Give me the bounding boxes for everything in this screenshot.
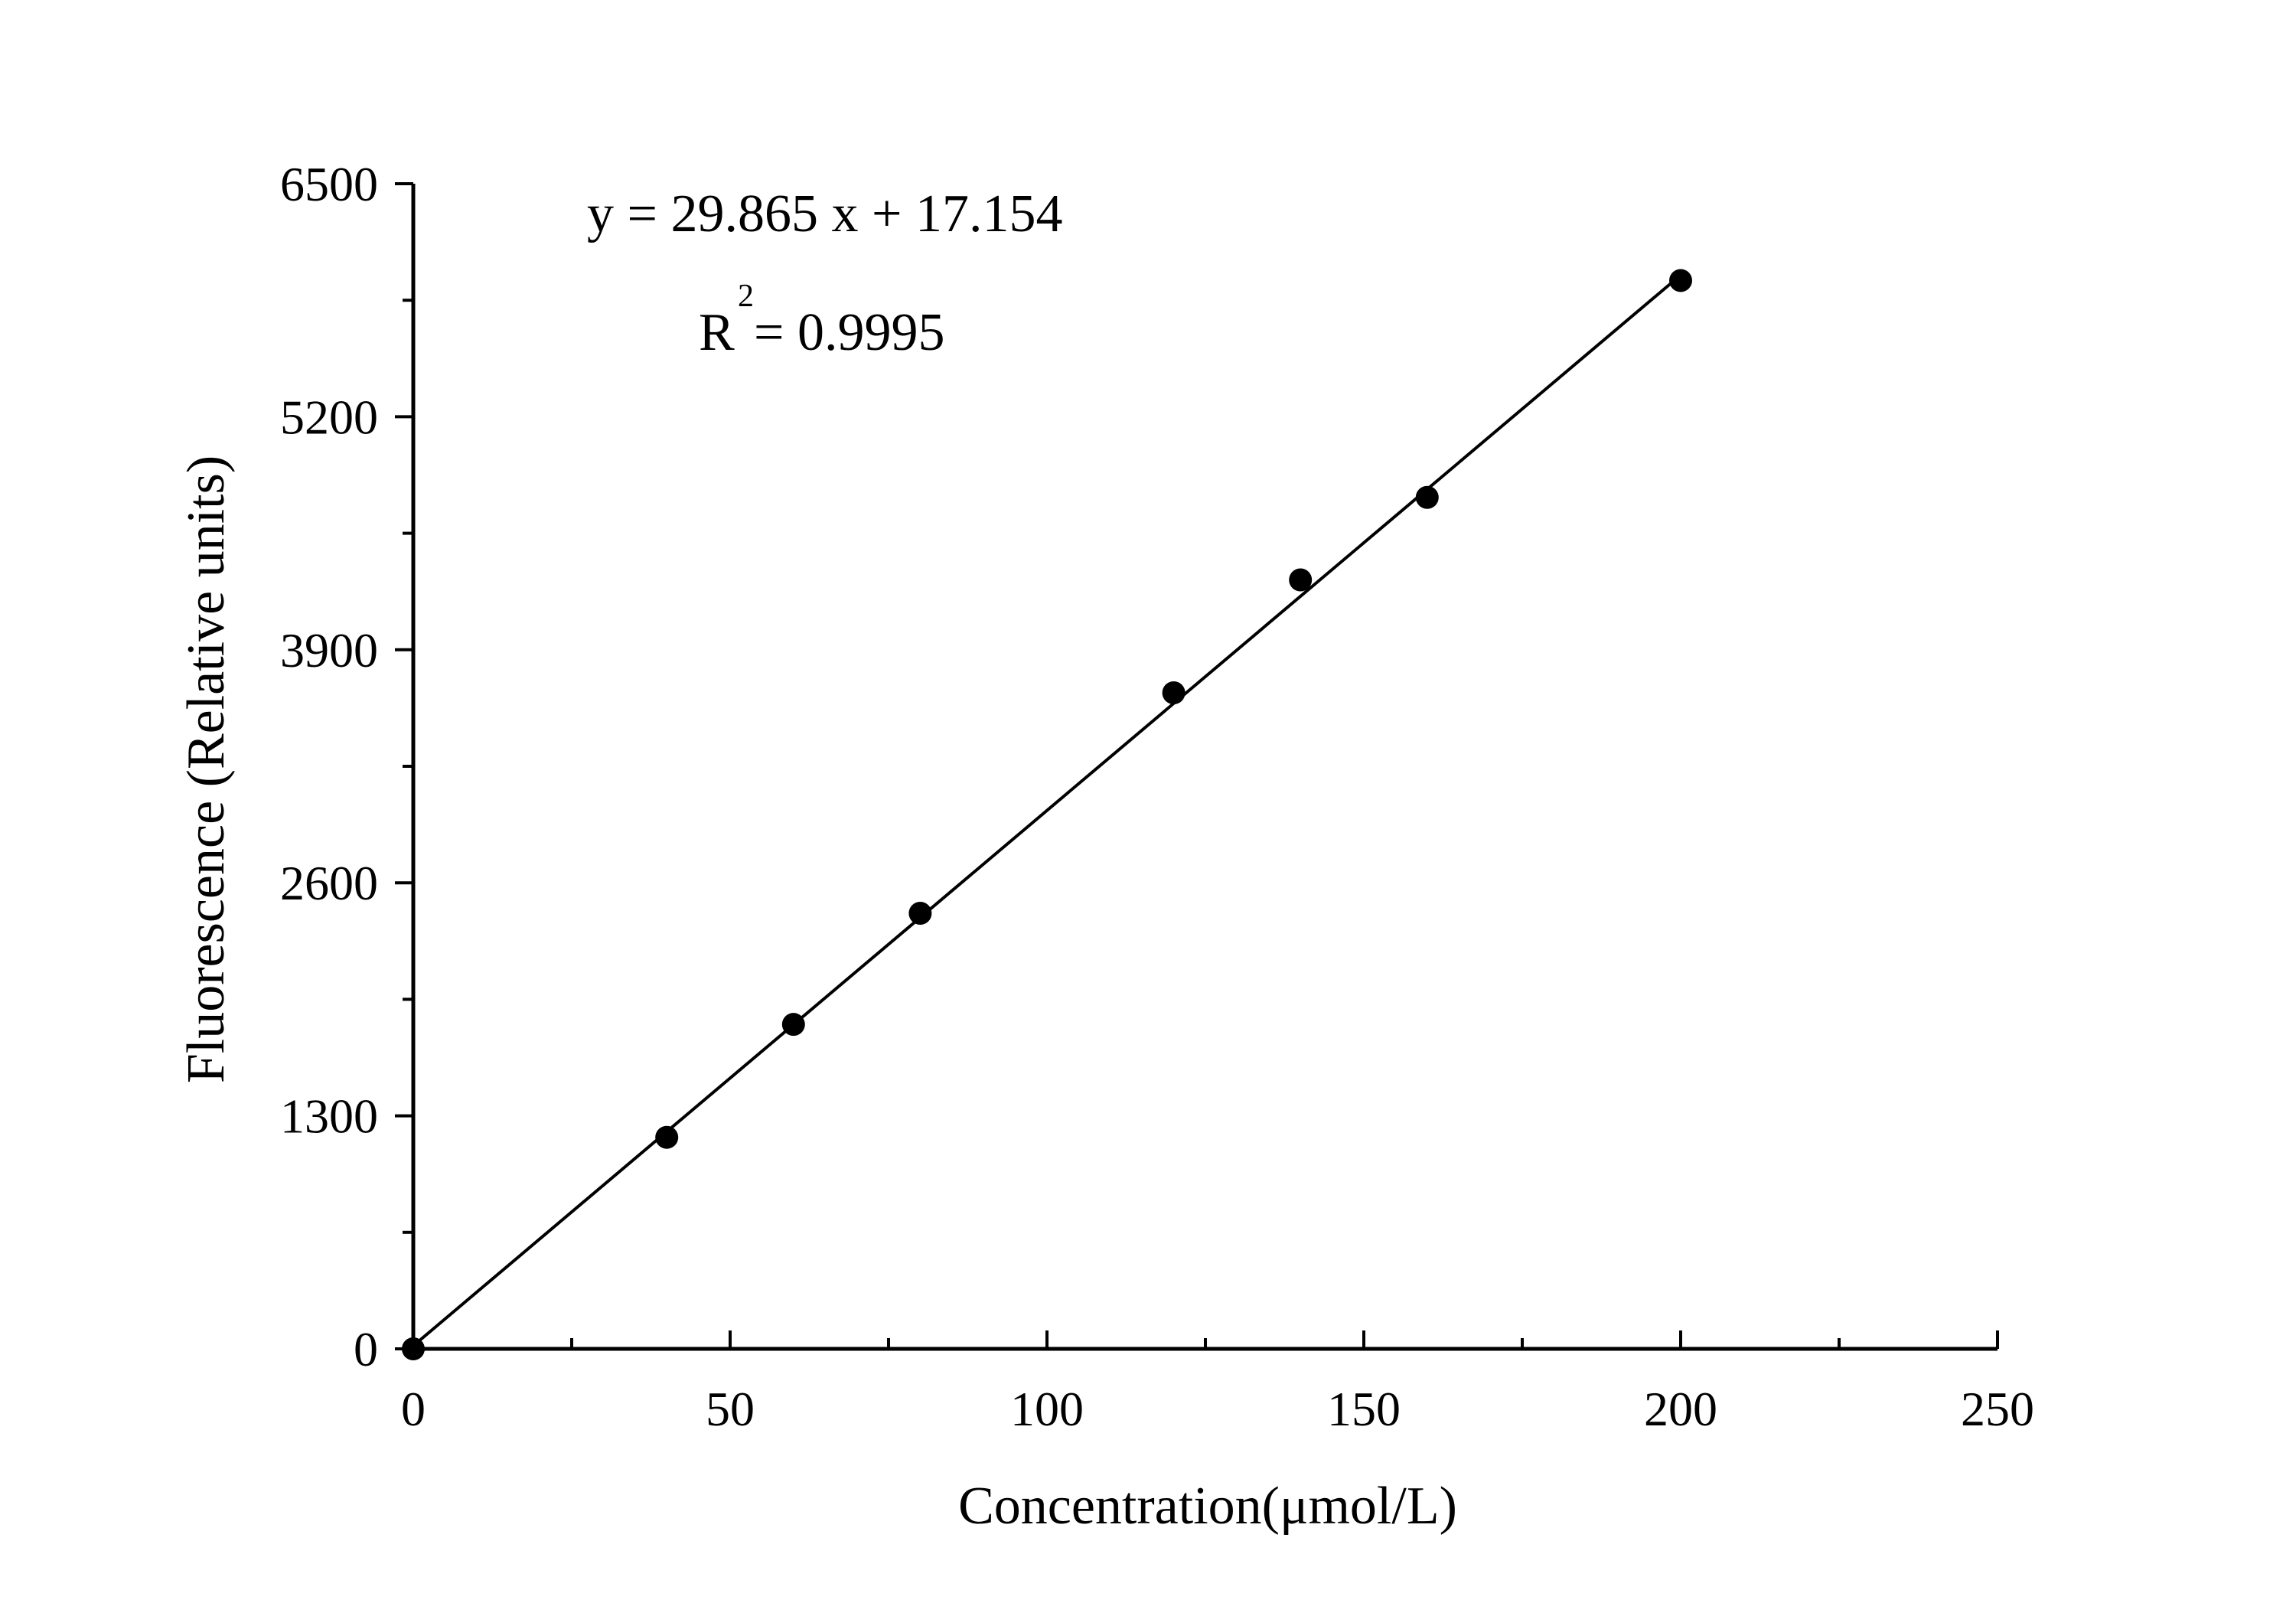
x-tick-label: 100: [1010, 1382, 1084, 1436]
y-tick-label: 0: [354, 1322, 378, 1376]
y-tick-label: 5200: [280, 390, 378, 444]
data-point: [655, 1125, 679, 1149]
data-point: [781, 1013, 805, 1037]
data-point: [908, 902, 932, 926]
data-point: [1289, 568, 1313, 592]
y-tick-label: 6500: [280, 157, 378, 211]
x-axis-title: Concentration(μmol/L): [958, 1477, 1457, 1536]
data-point: [1162, 681, 1186, 704]
y-tick-label: 2600: [280, 856, 378, 910]
x-tick-label: 50: [706, 1382, 755, 1436]
y-axis-title: Fluorescence (Relative units): [177, 455, 236, 1083]
data-point: [1669, 269, 1692, 292]
ticks: 0 50 100 150 200 250 0 1300 2600 3900 5200 6500: [280, 157, 2034, 1436]
x-tick-label: 250: [1961, 1382, 2034, 1436]
r-squared-value: = 0.9995: [754, 303, 944, 362]
x-tick-label: 0: [401, 1382, 426, 1436]
linear-fit-line: [412, 273, 1682, 1347]
data-point: [1415, 485, 1439, 509]
y-tick-label: 3900: [280, 623, 378, 677]
fit-line-group: [412, 273, 1682, 1347]
x-tick-label: 150: [1327, 1382, 1401, 1436]
x-tick-label: 200: [1644, 1382, 1717, 1436]
r-squared-base: R: [699, 303, 735, 362]
data-points: [402, 269, 1692, 1360]
r-squared-superscript: 2: [738, 279, 754, 314]
data-point: [402, 1337, 425, 1360]
fit-equation: y = 29.865 x + 17.154: [587, 184, 1062, 243]
axes: [411, 184, 1998, 1351]
y-tick-label: 1300: [280, 1089, 378, 1144]
